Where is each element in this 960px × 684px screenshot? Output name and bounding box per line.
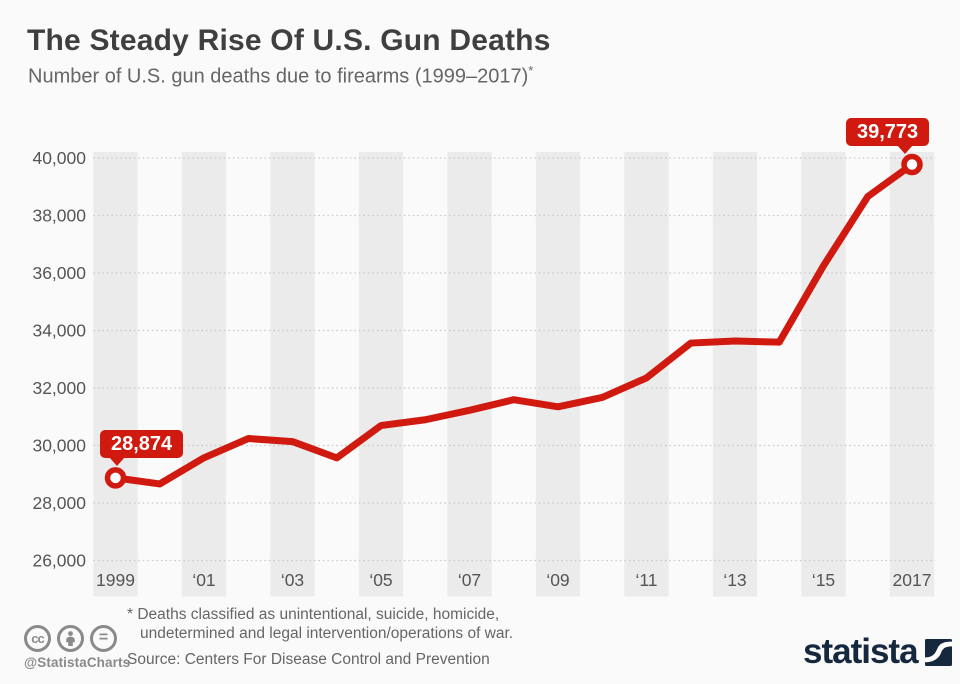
footnote-line-1: * Deaths classified as unintentional, su… — [127, 606, 500, 623]
data-line — [112, 161, 916, 488]
x-tick-label: ‘03 — [281, 570, 304, 590]
source-credit: Source: Centers For Disease Control and … — [127, 651, 490, 668]
y-tick-label: 40,000 — [32, 148, 86, 168]
statista-logo: statista — [803, 632, 952, 671]
equals-icon: = — [90, 625, 117, 652]
year-stripe — [93, 152, 138, 597]
page-title: The Steady Rise Of U.S. Gun Deaths — [27, 24, 551, 57]
y-tick-label: 36,000 — [32, 263, 86, 283]
value-callout-1999: 28,874 — [100, 430, 184, 466]
y-tick-label: 32,000 — [32, 378, 86, 398]
cc-license-badges: cc = — [24, 625, 117, 652]
y-tick-label: 38,000 — [32, 206, 86, 226]
value-callout-2017: 39,773 — [846, 118, 930, 154]
subtitle-text: Number of U.S. gun deaths due to firearm… — [28, 65, 529, 88]
x-tick-label: 1999 — [96, 570, 135, 590]
chart-footnote: * Deaths classified as unintentional, su… — [127, 605, 513, 643]
page-subtitle: Number of U.S. gun deaths due to firearm… — [28, 63, 533, 89]
year-stripe — [801, 152, 846, 597]
statista-swoosh-icon — [924, 638, 952, 666]
x-tick-label: ‘05 — [369, 570, 392, 590]
data-point-marker — [104, 467, 127, 489]
footnote-line-2: undetermined and legal intervention/oper… — [140, 625, 514, 642]
y-tick-label: 34,000 — [32, 321, 86, 341]
cc-icon: cc — [24, 625, 51, 652]
x-tick-label: 2017 — [893, 570, 932, 590]
x-tick-label: ‘09 — [546, 570, 569, 590]
statista-charts-handle: @StatistaCharts — [24, 655, 131, 670]
footnote-marker: * — [528, 63, 534, 78]
statista-wordmark: statista — [803, 632, 919, 671]
data-point-marker — [901, 153, 923, 176]
y-tick-label: 26,000 — [32, 551, 86, 571]
attribution-icon — [57, 625, 84, 652]
x-tick-label: ‘15 — [812, 570, 835, 590]
x-tick-label: ‘01 — [192, 570, 215, 590]
year-stripe — [181, 152, 227, 597]
x-tick-label: ‘11 — [635, 570, 657, 590]
x-tick-label: ‘13 — [723, 570, 746, 590]
year-stripe — [712, 152, 758, 597]
year-stripe — [535, 152, 581, 597]
y-tick-label: 30,000 — [32, 436, 86, 456]
x-tick-label: ‘07 — [458, 570, 481, 590]
year-stripe — [270, 152, 315, 597]
year-stripe — [358, 152, 404, 597]
year-stripe — [889, 152, 935, 597]
year-stripe — [447, 152, 492, 597]
y-tick-label: 28,000 — [32, 493, 86, 513]
line-chart: 40,000 38,000 36,000 34,000 32,000 30,000 28,0… — [32, 148, 936, 597]
